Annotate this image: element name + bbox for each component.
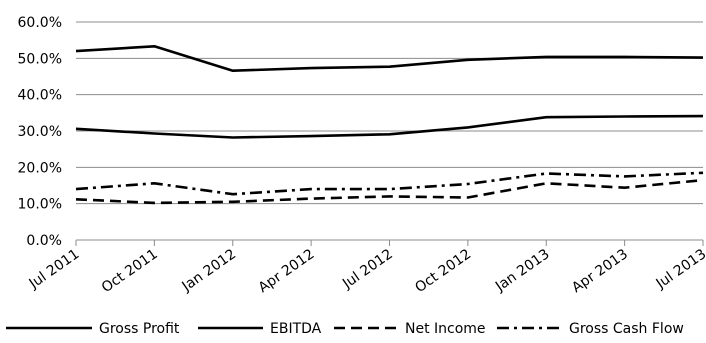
legend: Gross Profit EBITDA Net Income Gross Cash F… — [6, 321, 684, 337]
x-axis-tick-labels: Jul 2011 Oct 2011 Jan 2012 Apr 2012 Jul 2012… — [26, 246, 706, 296]
series-lines — [75, 44, 704, 205]
y-tick-label: 30.0% — [18, 124, 62, 140]
x-tick-label: Apr 2012 — [256, 246, 318, 296]
legend-label: EBITDA — [270, 321, 322, 337]
x-tick-label: Jul 2011 — [26, 246, 83, 292]
y-tick-label: 60.0% — [18, 15, 62, 31]
series-line-net-income — [75, 178, 704, 205]
series-line-ebitda — [75, 114, 704, 139]
axes — [75, 239, 704, 246]
x-tick-label: Jan 2012 — [179, 246, 240, 295]
legend-label: Net Income — [405, 321, 486, 337]
y-tick-label: 0.0% — [26, 233, 62, 249]
x-tick-label: Jan 2013 — [492, 246, 553, 295]
x-tick-label: Jul 2013 — [653, 246, 706, 292]
series-line-gross-cash-flow — [75, 171, 704, 196]
y-tick-label: 40.0% — [18, 88, 62, 104]
gridlines — [76, 21, 703, 205]
x-tick-label: Apr 2013 — [569, 246, 631, 296]
y-tick-label: 50.0% — [18, 51, 62, 67]
x-tick-label: Oct 2011 — [99, 246, 161, 296]
y-axis-tick-labels: 0.0% 10.0% 20.0% 30.0% 40.0% 50.0% 60.0% — [18, 15, 62, 249]
y-tick-label: 10.0% — [18, 197, 62, 213]
x-tick-label: Jul 2012 — [339, 246, 396, 292]
x-tick-label: Oct 2012 — [412, 246, 474, 296]
y-tick-label: 20.0% — [18, 160, 62, 176]
legend-label: Gross Cash Flow — [569, 321, 684, 337]
series-line-gross-profit — [75, 44, 704, 72]
legend-label: Gross Profit — [99, 321, 180, 337]
